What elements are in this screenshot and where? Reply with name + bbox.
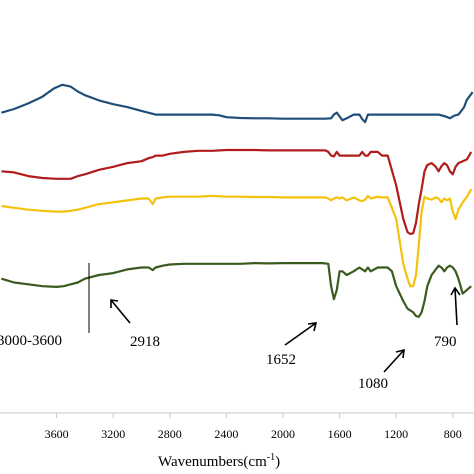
arrow-2918 xyxy=(110,299,131,324)
arrow-1652 xyxy=(284,322,318,346)
spectrum-line-2 xyxy=(1,148,473,236)
annotation-1080: 1080 xyxy=(358,376,388,392)
x-tick-label: 2400 xyxy=(214,427,238,441)
annotation-1652: 1652 xyxy=(266,352,296,368)
x-tick-label: 3600 xyxy=(45,427,69,441)
spectrum-line-1 xyxy=(1,83,474,124)
x-tick-label: 2000 xyxy=(271,427,295,441)
x-axis-ticks: 3600 3200 2800 2400 2000 1600 1200 800 xyxy=(45,413,462,441)
spectrum-line-3 xyxy=(1,188,473,288)
arrow-1080 xyxy=(383,348,405,373)
x-tick-label: 1600 xyxy=(328,427,352,441)
annotation-3000-3600: 3000-3600 xyxy=(0,333,62,349)
x-tick-label: 1200 xyxy=(384,427,408,441)
x-tick-label: 800 xyxy=(444,427,462,441)
x-tick-label: 2800 xyxy=(158,427,182,441)
arrow-790 xyxy=(450,286,461,326)
spectrum-line-4 xyxy=(1,262,472,318)
annotation-790: 790 xyxy=(434,334,457,350)
spectra-group xyxy=(1,83,474,318)
x-axis-label: Wavenumbers(cm-1) xyxy=(158,452,280,470)
x-tick-label: 3200 xyxy=(101,427,125,441)
annotation-2918: 2918 xyxy=(130,334,160,350)
